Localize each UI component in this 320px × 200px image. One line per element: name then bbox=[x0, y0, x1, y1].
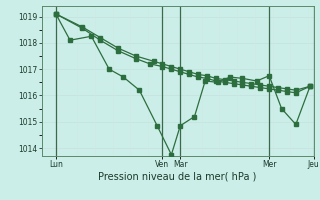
X-axis label: Pression niveau de la mer( hPa ): Pression niveau de la mer( hPa ) bbox=[99, 172, 257, 182]
